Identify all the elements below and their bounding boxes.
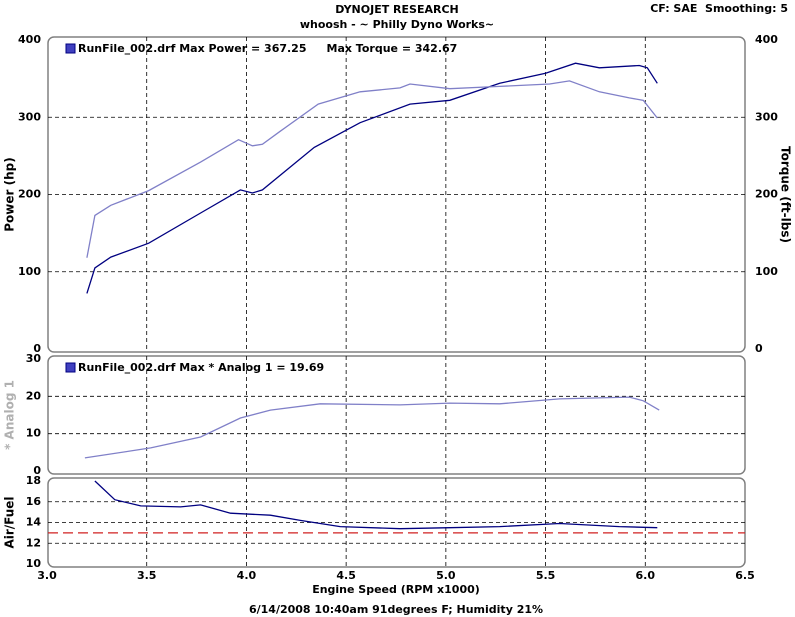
x-tick-label: 6.0 (636, 569, 656, 582)
y-tick-label: 10 (26, 427, 42, 440)
y-tick-label: 400 (18, 33, 41, 46)
y-tick-label: 10 (26, 557, 42, 570)
y2-tick-label: 400 (755, 33, 778, 46)
chart-title: DYNOJET RESEARCH (335, 3, 458, 16)
y-tick-label: 16 (26, 495, 42, 508)
legend-entry: Max Torque = 342.67 (327, 42, 458, 55)
panel-frame (47, 355, 746, 475)
x-tick-label: 6.5 (735, 569, 755, 582)
legend-icon (65, 362, 76, 373)
y2-tick-label: 200 (755, 188, 778, 201)
series-line (86, 80, 658, 258)
y-axis-label: Power (hp) (3, 157, 17, 231)
y-tick-label: 0 (33, 464, 41, 477)
y2-tick-label: 100 (755, 265, 778, 278)
y2-tick-label: 0 (755, 342, 763, 355)
y-tick-label: 14 (26, 516, 42, 529)
y-tick-label: 200 (18, 188, 41, 201)
y-axis-label: Air/Fuel (3, 496, 17, 548)
x-tick-label: 4.5 (336, 569, 356, 582)
x-tick-label: 3.0 (37, 569, 57, 582)
series-line (94, 480, 658, 530)
legend-entry: RunFile_002.drf Max * Analog 1 = 19.69 (78, 361, 324, 374)
y-tick-label: 0 (33, 342, 41, 355)
x-tick-label: 4.0 (237, 569, 257, 582)
x-tick-label: 5.5 (536, 569, 556, 582)
y-axis-label: * Analog 1 (3, 380, 17, 450)
x-tick-label: 5.0 (436, 569, 456, 582)
settings-label: CF: SAE Smoothing: 5 (650, 2, 788, 15)
y2-tick-label: 300 (755, 110, 778, 123)
series-line (84, 396, 660, 459)
y2-axis-label: Torque (ft-lbs) (779, 146, 793, 243)
series-line (86, 62, 658, 294)
y-tick-label: 20 (26, 389, 42, 402)
y-tick-label: 30 (26, 352, 42, 365)
x-tick-label: 3.5 (137, 569, 157, 582)
y-tick-label: 12 (26, 536, 41, 549)
y-tick-label: 18 (26, 474, 41, 487)
legend-entry: RunFile_002.drf Max Power = 367.25 (78, 42, 307, 55)
legend-icon (65, 43, 76, 54)
y-tick-label: 300 (18, 110, 41, 123)
y-tick-label: 100 (18, 265, 41, 278)
footer: 6/14/2008 10:40am 91degrees F; Humidity … (249, 603, 543, 616)
x-axis-label: Engine Speed (RPM x1000) (312, 583, 480, 596)
chart-subtitle: whoosh - ~ Philly Dyno Works~ (300, 18, 494, 31)
